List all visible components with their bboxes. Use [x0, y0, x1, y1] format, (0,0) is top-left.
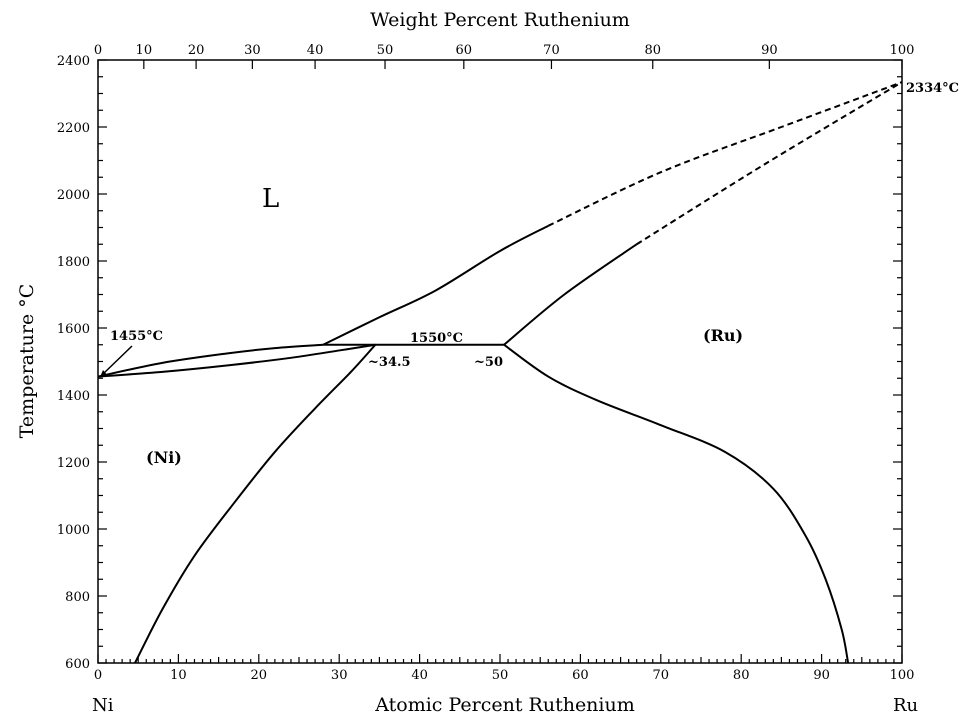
x-tick-label-10: 100: [890, 668, 915, 683]
y-tick-label-7: 2000: [57, 188, 90, 203]
y-tick-label-1: 800: [65, 590, 90, 605]
region-ru: (Ru): [703, 326, 743, 345]
y-tick-label-2: 1000: [57, 523, 90, 538]
left-end-label: Ni: [92, 695, 114, 716]
phase-boundary-1: [97, 343, 376, 378]
annotation-ni-arrow: [102, 345, 133, 375]
x2-tick-label-6: 60: [456, 43, 473, 58]
x2-tick-label-3: 30: [244, 43, 261, 58]
x2-tick-label-8: 80: [644, 43, 661, 58]
phase-boundary-4: [547, 81, 903, 227]
x2-tick-label-1: 10: [136, 43, 153, 58]
y-tick-label-3: 1200: [57, 456, 90, 471]
annotation-ni-solvus: ~34.5: [368, 355, 411, 370]
x-tick-label-1: 10: [170, 668, 187, 683]
y-tick-label-5: 1600: [57, 322, 90, 337]
y-tick-label-0: 600: [65, 657, 90, 672]
y-tick-label-6: 1800: [57, 255, 90, 270]
x-tick-label-6: 60: [572, 668, 589, 683]
phase-boundary-5: [503, 243, 638, 346]
phase-boundary-3: [322, 224, 549, 346]
phase-boundary-7: [134, 344, 377, 664]
region-ni: (Ni): [146, 448, 182, 467]
annotation-ni-melting: 1455°C: [110, 329, 163, 344]
x-tick-label-8: 80: [733, 668, 750, 683]
y-tick-label-4: 1400: [57, 389, 90, 404]
axis-ticks: [97, 59, 903, 664]
phase-boundary-8: [503, 343, 850, 664]
y-axis-title: Temperature °C: [16, 284, 38, 439]
region-liquid: L: [262, 184, 279, 214]
annotation-ru-melting: 2334°C: [906, 81, 959, 96]
x-tick-label-9: 90: [813, 668, 830, 683]
y-tick-label-8: 2200: [57, 121, 90, 136]
phase-boundary-6: [636, 81, 903, 246]
x-tick-label-5: 50: [492, 668, 509, 683]
x2-tick-label-10: 100: [890, 43, 915, 58]
x2-tick-label-4: 40: [307, 43, 324, 58]
x-tick-label-7: 70: [653, 668, 670, 683]
x2-tick-label-9: 90: [761, 43, 778, 58]
annotation-ru-solvus: ~50: [474, 355, 503, 370]
y-tick-label-9: 2400: [57, 54, 90, 69]
x2-tick-label-0: 0: [94, 43, 102, 58]
phase-boundary-0: [97, 343, 324, 378]
right-end-label: Ru: [893, 695, 918, 716]
x-tick-label-2: 20: [251, 668, 268, 683]
x2-tick-label-5: 50: [377, 43, 394, 58]
x2-axis-title: Weight Percent Ruthenium: [370, 9, 630, 31]
x2-tick-label-2: 20: [188, 43, 205, 58]
x-tick-label-3: 30: [331, 668, 348, 683]
axis-tick-labels: 0 10 20 30 40 50 60 70 80 90 1000 10 20 30 40 50 60 70 80 9…: [57, 43, 915, 683]
phase-boundaries: [97, 81, 903, 664]
x-axis-title: Atomic Percent Ruthenium: [374, 694, 635, 716]
x2-tick-label-7: 70: [543, 43, 560, 58]
annotation-ni-arrowhead: [100, 370, 108, 377]
x-tick-label-4: 40: [411, 668, 428, 683]
x-tick-label-0: 0: [94, 668, 102, 683]
annotation-peritectic: 1550°C: [410, 331, 463, 346]
